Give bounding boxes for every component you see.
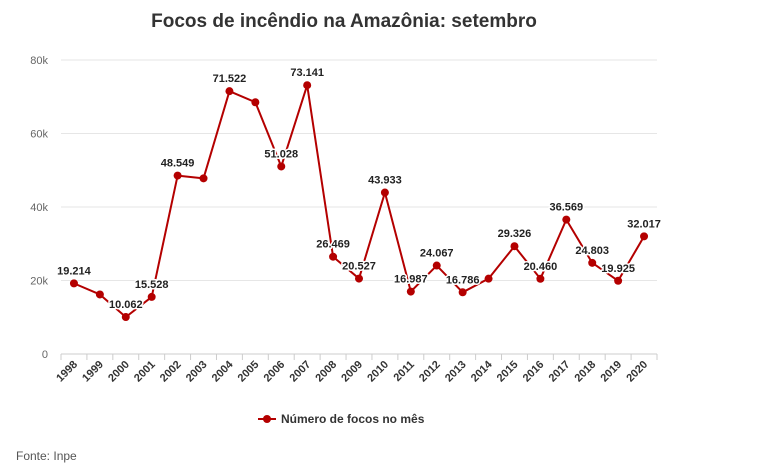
data-point	[173, 171, 182, 180]
data-label: 36.569	[549, 202, 583, 214]
data-label: 16.786	[446, 274, 480, 286]
chart-title: Focos de incêndio na Amazônia: setembro	[151, 11, 537, 32]
legend-label: Número de focos no mês	[281, 412, 425, 426]
legend-dot-marker	[263, 415, 271, 423]
data-label: 43.933	[368, 175, 402, 187]
x-tick-label: 2007	[287, 359, 313, 385]
x-tick-label: 2004	[210, 358, 236, 384]
x-tick-label: 2010	[365, 359, 391, 385]
x-tick-label: 2020	[624, 359, 650, 385]
x-tick-label: 2014	[469, 358, 495, 384]
data-point	[614, 276, 623, 285]
data-point	[121, 313, 130, 322]
x-tick-label: 2006	[262, 359, 288, 385]
data-point	[458, 288, 467, 297]
data-label: 19.214	[57, 265, 92, 277]
x-tick-label: 2019	[598, 359, 624, 385]
y-axis: 0 20k 40k 60k 80k	[30, 55, 48, 361]
x-tick-label: 2018	[573, 359, 599, 385]
data-point	[562, 215, 571, 224]
data-label: 24.067	[420, 248, 454, 260]
data-label: 71.522	[213, 73, 247, 85]
x-tick-label: 2003	[184, 359, 210, 385]
x-tick-label: 2000	[106, 359, 132, 385]
data-point	[225, 87, 234, 96]
data-point	[355, 274, 363, 283]
data-label: 73.141	[290, 67, 324, 79]
legend[interactable]: Número de focos no mês	[258, 412, 425, 426]
y-tick-label: 0	[42, 349, 48, 361]
y-tick-label: 20k	[30, 276, 48, 288]
data-labels: 19.214 10.062 15.528 48.549 71.522 51.028 73.1…	[56, 66, 663, 313]
data-label: 20.527	[342, 261, 376, 273]
data-point	[380, 188, 389, 197]
data-point	[277, 162, 286, 171]
x-tick-label: 2012	[417, 359, 443, 385]
data-point	[484, 274, 493, 283]
data-point	[510, 242, 519, 251]
data-point	[303, 81, 312, 90]
x-tick-label: 2005	[236, 359, 262, 385]
x-tick-label: 2016	[521, 359, 547, 385]
data-label: 16.987	[394, 274, 428, 286]
series-line	[69, 81, 649, 322]
data-label: 24.803	[575, 245, 609, 257]
data-point	[432, 261, 441, 270]
x-tick-label: 2015	[495, 359, 521, 385]
x-tick-label: 2008	[313, 359, 339, 385]
data-label: 32.017	[627, 218, 661, 230]
y-tick-label: 60k	[30, 129, 48, 141]
x-tick-label: 2001	[132, 359, 158, 385]
data-point	[69, 279, 78, 288]
y-tick-label: 80k	[30, 55, 48, 67]
data-label: 10.062	[109, 299, 143, 311]
data-point	[147, 292, 156, 301]
x-tick-label: 1999	[80, 359, 106, 385]
x-tick-label: 2017	[547, 359, 573, 385]
data-label: 29.326	[498, 228, 532, 240]
data-label: 48.549	[161, 158, 195, 170]
data-label: 15.528	[135, 279, 169, 291]
data-point	[95, 290, 104, 299]
data-label: 51.028	[264, 148, 298, 160]
x-tick-label: 2013	[443, 359, 469, 385]
x-tick-label: 1998	[54, 359, 80, 385]
x-axis: 1998 1999 2000 2001 2002 2003 2004 2005 2006 2007…	[54, 354, 658, 385]
data-point	[536, 274, 545, 283]
data-point	[588, 258, 597, 267]
data-point	[251, 98, 260, 107]
data-label: 20.460	[524, 261, 558, 273]
source-note: Fonte: Inpe	[16, 449, 77, 463]
data-label: 26.469	[316, 239, 350, 251]
gridlines	[61, 59, 657, 355]
x-tick-label: 2009	[339, 359, 365, 385]
data-label: 19.925	[601, 263, 635, 275]
data-point	[329, 252, 338, 261]
data-point	[199, 174, 208, 183]
x-tick-label: 2011	[392, 359, 417, 384]
x-tick-label: 2002	[158, 359, 184, 385]
data-point	[640, 232, 649, 241]
data-point	[406, 287, 415, 296]
y-tick-label: 40k	[30, 202, 48, 214]
